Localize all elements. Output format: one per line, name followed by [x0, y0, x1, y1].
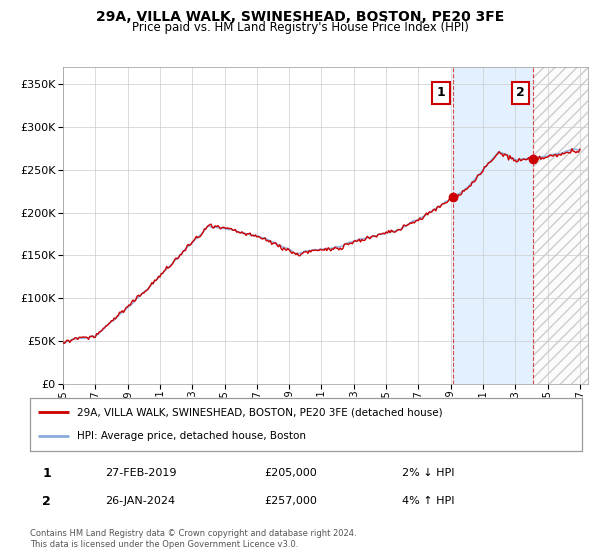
- Text: 1: 1: [436, 86, 445, 99]
- Text: 2% ↓ HPI: 2% ↓ HPI: [402, 468, 455, 478]
- Text: £257,000: £257,000: [264, 496, 317, 506]
- Bar: [533, 67, 588, 384]
- Text: HPI: Average price, detached house, Boston: HPI: Average price, detached house, Bost…: [77, 431, 306, 441]
- Text: 2: 2: [42, 495, 51, 508]
- Text: 4% ↑ HPI: 4% ↑ HPI: [402, 496, 455, 506]
- Text: 29A, VILLA WALK, SWINESHEAD, BOSTON, PE20 3FE: 29A, VILLA WALK, SWINESHEAD, BOSTON, PE2…: [96, 10, 504, 24]
- Text: Price paid vs. HM Land Registry's House Price Index (HPI): Price paid vs. HM Land Registry's House …: [131, 21, 469, 34]
- Text: 29A, VILLA WALK, SWINESHEAD, BOSTON, PE20 3FE (detached house): 29A, VILLA WALK, SWINESHEAD, BOSTON, PE2…: [77, 408, 443, 418]
- Text: 26-JAN-2024: 26-JAN-2024: [105, 496, 175, 506]
- Bar: [453, 67, 533, 384]
- Bar: [533, 67, 588, 384]
- Text: 1: 1: [42, 467, 51, 480]
- Text: 27-FEB-2019: 27-FEB-2019: [105, 468, 176, 478]
- Text: Contains HM Land Registry data © Crown copyright and database right 2024.
This d: Contains HM Land Registry data © Crown c…: [30, 529, 356, 549]
- Text: £205,000: £205,000: [264, 468, 317, 478]
- Bar: [533, 67, 588, 384]
- Text: 2: 2: [516, 86, 524, 99]
